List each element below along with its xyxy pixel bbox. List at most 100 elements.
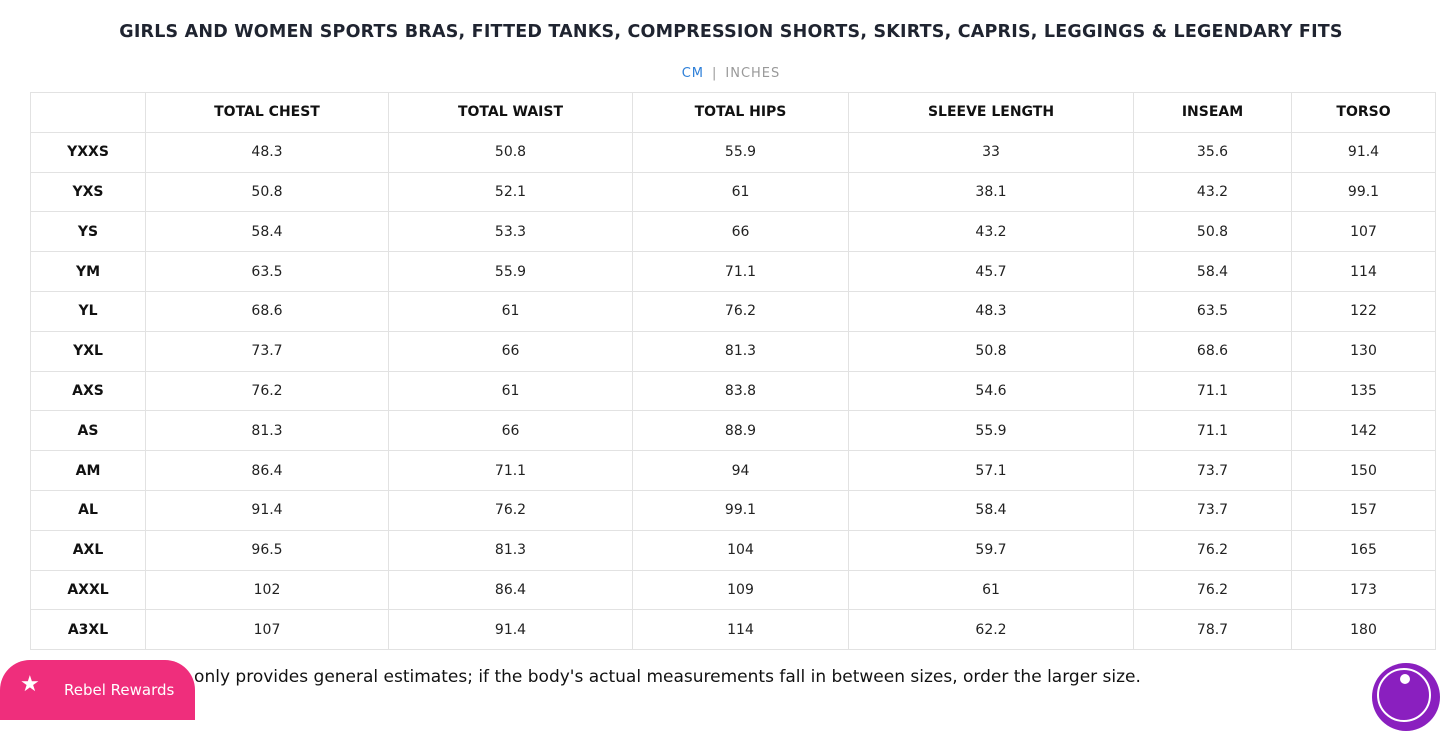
- size-label: YXS: [30, 171, 146, 213]
- measurement-cell: 62.2: [848, 609, 1134, 651]
- measurement-cell: 50.8: [145, 171, 389, 213]
- size-label: AXXL: [30, 569, 146, 611]
- measurement-cell: 91.4: [145, 489, 389, 531]
- unit-inches[interactable]: INCHES: [725, 66, 781, 81]
- measurement-cell: 96.5: [145, 529, 389, 571]
- measurement-cell: 55.9: [632, 131, 849, 173]
- measurement-cell: 57.1: [848, 450, 1134, 491]
- size-label: YM: [30, 251, 146, 292]
- unit-cm[interactable]: CM: [681, 66, 704, 81]
- unit-separator: |: [712, 66, 718, 81]
- measurement-cell: 81.3: [388, 529, 633, 571]
- accessibility-icon-head: [1400, 674, 1410, 684]
- size-label: AS: [30, 410, 146, 452]
- measurement-cell: 157: [1291, 489, 1436, 531]
- size-label: YL: [30, 290, 146, 332]
- measurement-cell: 71.1: [632, 251, 849, 292]
- measurement-cell: 109: [632, 569, 849, 611]
- size-label: A3XL: [30, 609, 146, 651]
- table-row: AXL 96.5 81.3 104 59.7 76.2 165: [30, 529, 1436, 571]
- table-row: AL 91.4 76.2 99.1 58.4 73.7 157: [30, 489, 1436, 531]
- size-label: AXL: [30, 529, 146, 571]
- measurement-cell: 102: [145, 569, 389, 611]
- measurement-cell: 61: [848, 569, 1134, 611]
- measurement-cell: 52.1: [388, 171, 633, 213]
- measurement-cell: 71.1: [1133, 370, 1292, 412]
- table-header-row: TOTAL CHEST TOTAL WAIST TOTAL HIPS SLEEVE L…: [30, 92, 1436, 133]
- table-row: YXL 73.7 66 81.3 50.8 68.6 130: [30, 330, 1436, 372]
- measurement-cell: 91.4: [388, 609, 633, 651]
- rebel-rewards-button[interactable]: ★ Rebel Rewards: [0, 660, 195, 720]
- measurement-cell: 63.5: [1133, 290, 1292, 332]
- measurement-cell: 76.2: [1133, 569, 1292, 611]
- measurement-cell: 55.9: [388, 251, 633, 292]
- size-label: AM: [30, 450, 146, 491]
- accessibility-button[interactable]: [1372, 663, 1440, 731]
- measurement-cell: 73.7: [145, 330, 389, 372]
- unit-toggle: CM | INCHES: [0, 66, 1445, 81]
- measurement-cell: 86.4: [145, 450, 389, 491]
- column-header: TOTAL WAIST: [388, 92, 633, 133]
- measurement-cell: 58.4: [1133, 251, 1292, 292]
- measurement-cell: 61: [388, 370, 633, 412]
- measurement-cell: 35.6: [1133, 131, 1292, 173]
- measurement-cell: 99.1: [1291, 171, 1436, 213]
- measurement-cell: 61: [632, 171, 849, 213]
- star-icon: ★: [20, 672, 40, 697]
- measurement-cell: 33: [848, 131, 1134, 173]
- size-label: YXL: [30, 330, 146, 372]
- measurement-cell: 66: [388, 330, 633, 372]
- measurement-cell: 53.3: [388, 211, 633, 253]
- measurement-cell: 59.7: [848, 529, 1134, 571]
- column-header: INSEAM: [1133, 92, 1292, 133]
- measurement-cell: 48.3: [848, 290, 1134, 332]
- measurement-cell: 68.6: [145, 290, 389, 332]
- size-label: YXXS: [30, 131, 146, 173]
- measurement-cell: 104: [632, 529, 849, 571]
- measurement-cell: 150: [1291, 450, 1436, 491]
- measurement-cell: 107: [1291, 211, 1436, 253]
- column-header: TOTAL HIPS: [632, 92, 849, 133]
- measurement-cell: 50.8: [388, 131, 633, 173]
- measurement-cell: 50.8: [848, 330, 1134, 372]
- table-row: AXXL 102 86.4 109 61 76.2 173: [30, 569, 1436, 611]
- measurement-cell: 63.5: [145, 251, 389, 292]
- column-header: TOTAL CHEST: [145, 92, 389, 133]
- measurement-cell: 130: [1291, 330, 1436, 372]
- column-header: TORSO: [1291, 92, 1436, 133]
- measurement-cell: 99.1: [632, 489, 849, 531]
- table-row: A3XL 107 91.4 114 62.2 78.7 180: [30, 609, 1436, 651]
- measurement-cell: 71.1: [1133, 410, 1292, 452]
- measurement-cell: 180: [1291, 609, 1436, 651]
- measurement-cell: 76.2: [388, 489, 633, 531]
- measurement-cell: 43.2: [1133, 171, 1292, 213]
- table-row: AXS 76.2 61 83.8 54.6 71.1 135: [30, 370, 1436, 412]
- measurement-cell: 76.2: [1133, 529, 1292, 571]
- measurement-cell: 122: [1291, 290, 1436, 332]
- measurement-cell: 142: [1291, 410, 1436, 452]
- rebel-rewards-label: Rebel Rewards: [64, 681, 175, 699]
- measurement-cell: 83.8: [632, 370, 849, 412]
- measurement-cell: 107: [145, 609, 389, 651]
- measurement-cell: 81.3: [145, 410, 389, 452]
- measurement-cell: 38.1: [848, 171, 1134, 213]
- measurement-cell: 66: [388, 410, 633, 452]
- table-row: AM 86.4 71.1 94 57.1 73.7 150: [30, 450, 1436, 491]
- measurement-cell: 86.4: [388, 569, 633, 611]
- measurement-cell: 50.8: [1133, 211, 1292, 253]
- measurement-cell: 76.2: [145, 370, 389, 412]
- measurement-cell: 81.3: [632, 330, 849, 372]
- measurement-cell: 94: [632, 450, 849, 491]
- measurement-cell: 43.2: [848, 211, 1134, 253]
- size-chart-table: TOTAL CHEST TOTAL WAIST TOTAL HIPS SLEEVE L…: [30, 92, 1436, 651]
- table-row: AS 81.3 66 88.9 55.9 71.1 142: [30, 410, 1436, 452]
- measurement-cell: 58.4: [145, 211, 389, 253]
- column-header: SLEEVE LENGTH: [848, 92, 1134, 133]
- measurement-cell: 76.2: [632, 290, 849, 332]
- size-label: YS: [30, 211, 146, 253]
- size-label: AXS: [30, 370, 146, 412]
- measurement-cell: 114: [632, 609, 849, 651]
- table-row: YL 68.6 61 76.2 48.3 63.5 122: [30, 290, 1436, 332]
- page-title: GIRLS AND WOMEN SPORTS BRAS, FITTED TANK…: [119, 22, 1343, 42]
- measurement-cell: 114: [1291, 251, 1436, 292]
